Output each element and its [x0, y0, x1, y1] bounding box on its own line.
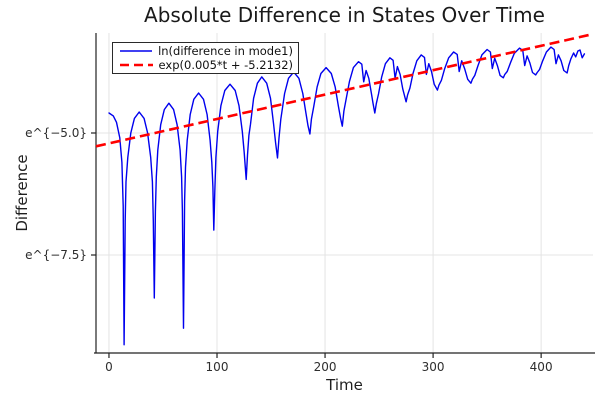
- series-ln-difference-line: [108, 46, 586, 346]
- x-tick-label: 100: [206, 360, 229, 374]
- x-tick-label: 0: [105, 360, 113, 374]
- y-axis-label: Difference: [13, 154, 31, 232]
- legend-line-red-icon: [120, 63, 153, 67]
- legend: ln(difference in mode1) exp(0.005*t + -5…: [112, 42, 299, 74]
- x-tick-label: 200: [314, 360, 337, 374]
- legend-entry-blue: ln(difference in mode1): [118, 44, 293, 58]
- legend-entry-red: exp(0.005*t + -5.2132): [118, 58, 293, 72]
- legend-label-red: exp(0.005*t + -5.2132): [158, 58, 293, 72]
- x-axis-label: Time: [326, 376, 363, 394]
- legend-line-blue-icon: [120, 50, 153, 52]
- x-tick-label: 300: [422, 360, 445, 374]
- chart-title: Absolute Difference in States Over Time: [144, 3, 545, 27]
- legend-label-blue: ln(difference in mode1): [158, 44, 293, 58]
- y-tick-label: e^{−5.0}: [25, 126, 87, 140]
- series-exp-fit-line: [95, 33, 593, 148]
- x-tick-label: 400: [530, 360, 553, 374]
- y-tick-label: e^{−7.5}: [25, 248, 87, 262]
